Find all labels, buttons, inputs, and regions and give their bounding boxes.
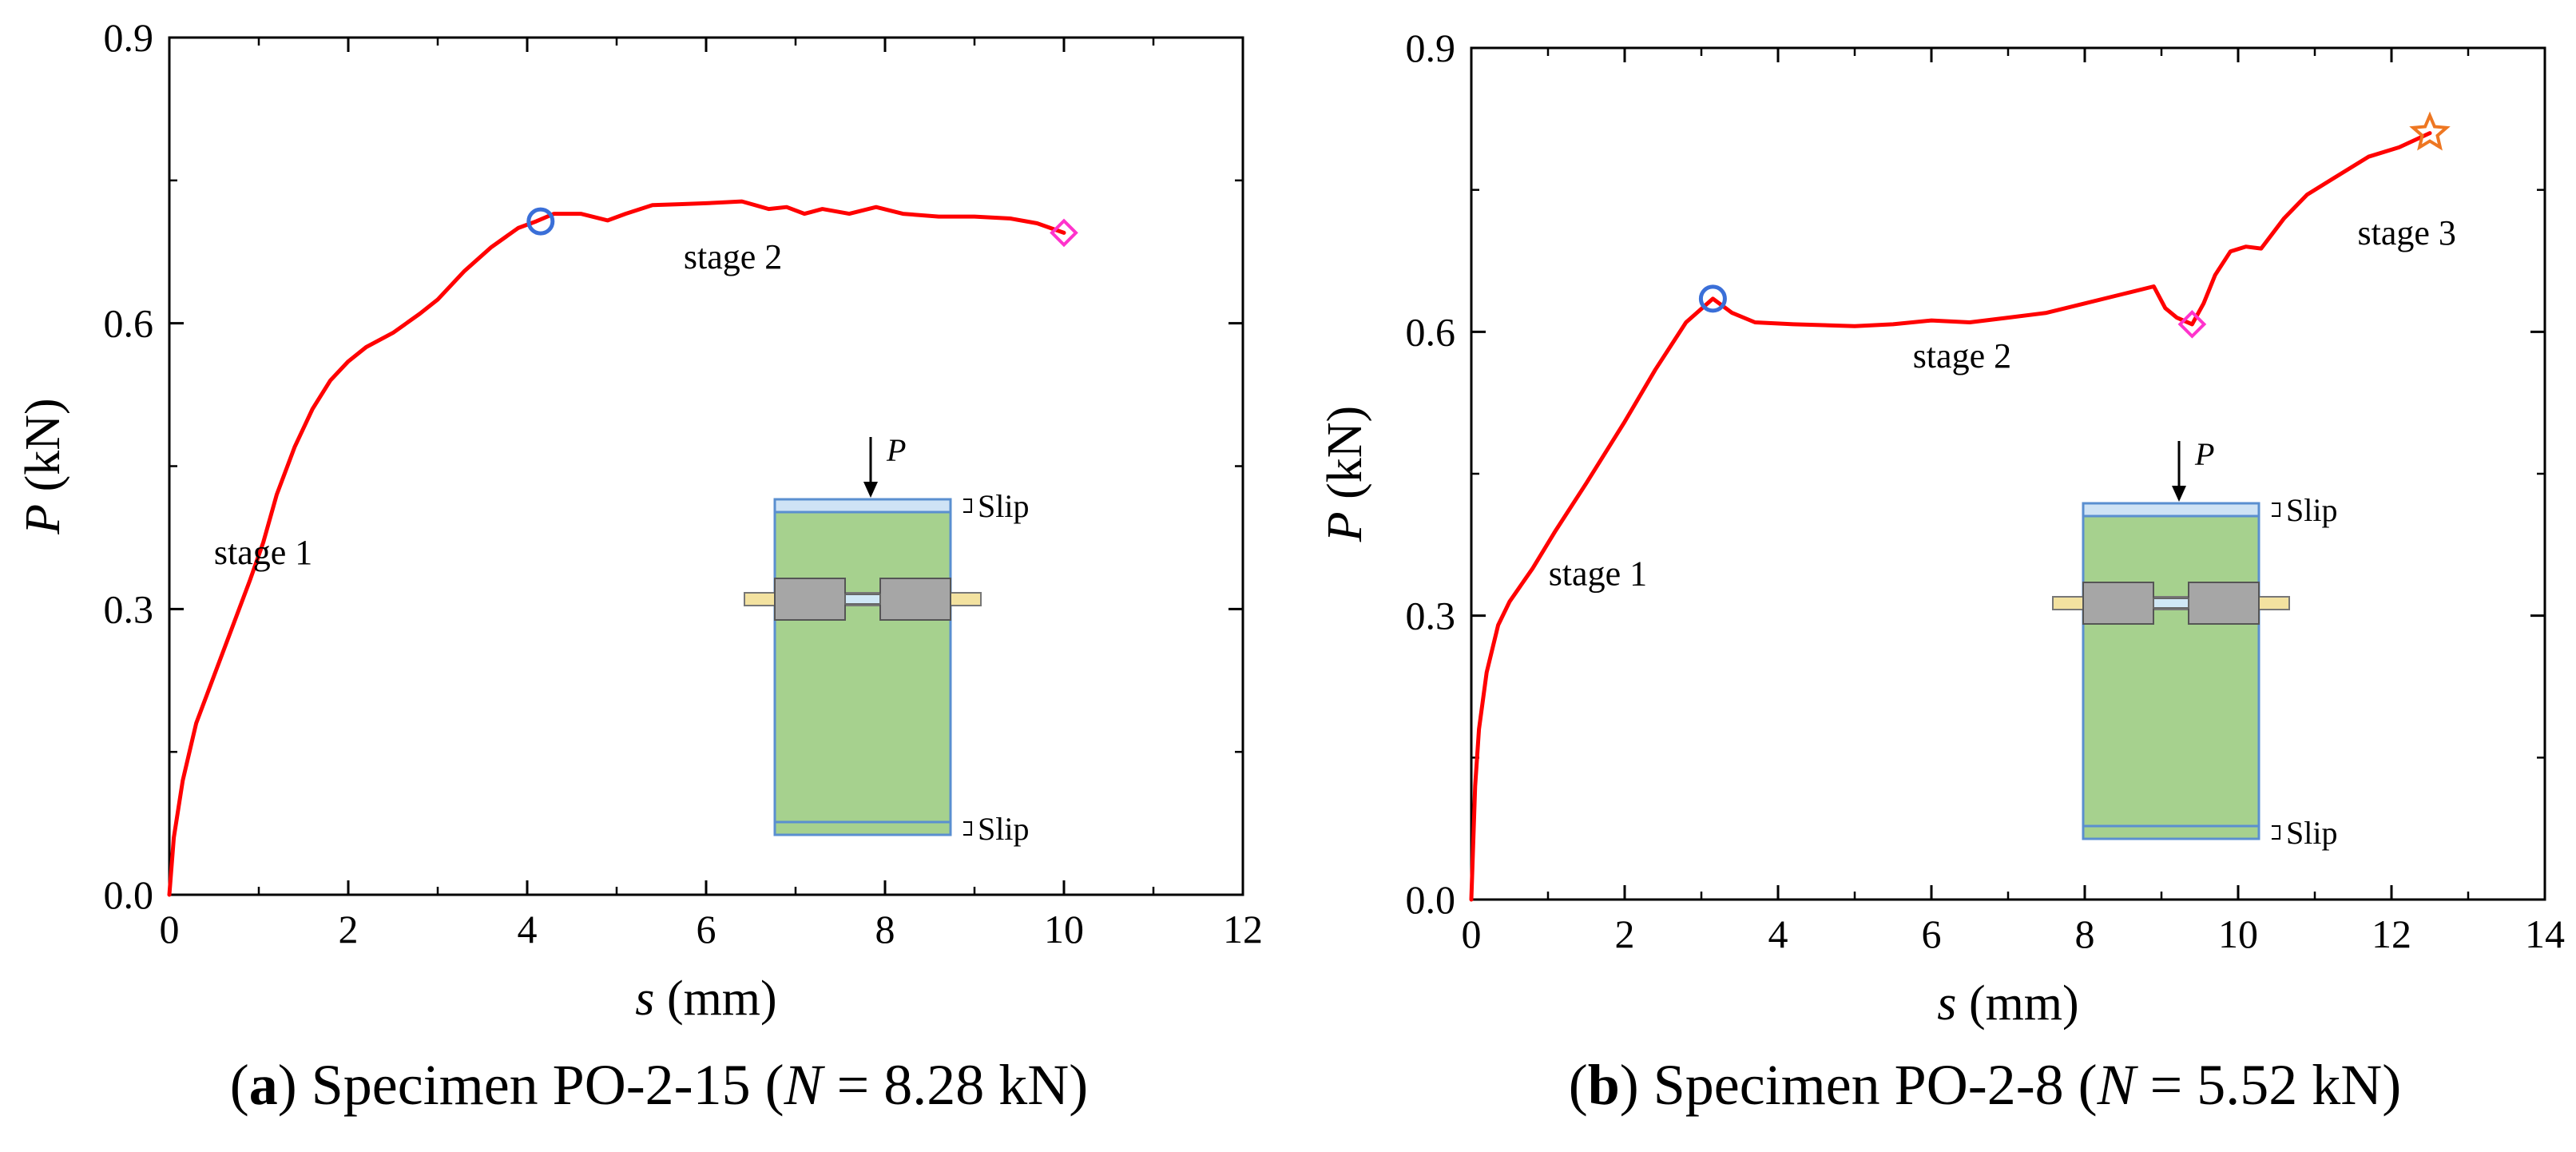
- load-arrowhead-icon: [2172, 486, 2186, 502]
- schematic-connector: [844, 594, 881, 605]
- slip-label-top: Slip: [2286, 492, 2337, 528]
- series-line: [167, 199, 1066, 897]
- x-tick-label: 6: [697, 907, 716, 951]
- schematic-top-plate: [773, 498, 952, 514]
- y-tick-label: 0.3: [104, 586, 154, 631]
- marker-circle: [1698, 284, 1727, 313]
- x-tick-label: 8: [875, 907, 895, 951]
- slip-bracket-icon: [2272, 503, 2280, 517]
- schematic-body: [773, 498, 952, 836]
- schematic-block-left: [2082, 582, 2154, 625]
- marker-star: [2409, 111, 2451, 151]
- panel-caption: (a) Specimen PO-2-15 (N = 8.28 kN): [230, 1053, 1088, 1117]
- x-tick-label: 12: [1223, 907, 1263, 951]
- stage-annotation: stage 3: [2357, 213, 2455, 252]
- x-axis-label: s (mm): [1937, 976, 2078, 1031]
- schematic-block-right: [2188, 582, 2260, 625]
- plot-frame: [1470, 46, 2546, 901]
- x-tick-label: 14: [2525, 912, 2565, 956]
- x-tick-label: 4: [518, 907, 538, 951]
- schematic-top-plate: [2082, 502, 2260, 518]
- slip-bracket-icon: [963, 499, 972, 513]
- stage-annotation: stage 1: [1549, 554, 1647, 593]
- y-tick-label: 0.9: [1406, 26, 1456, 70]
- marker-diamond: [1050, 218, 1078, 248]
- x-tick-label: 8: [2075, 912, 2095, 956]
- x-tick-label: 6: [1922, 912, 1942, 956]
- load-label: P: [886, 432, 906, 468]
- y-axis-label: P (kN): [16, 398, 70, 534]
- y-tick-label: 0.9: [104, 15, 154, 60]
- y-tick-label: 0.6: [104, 301, 154, 346]
- stage-annotation: stage 2: [1913, 336, 2011, 375]
- schematic-connector: [2153, 598, 2189, 609]
- y-tick-label: 0.0: [1406, 877, 1456, 922]
- x-tick-label: 2: [339, 907, 359, 951]
- schematic-bottom-plate: [2082, 824, 2260, 840]
- x-tick-label: 10: [2218, 912, 2258, 956]
- schematic-body: [2082, 502, 2260, 840]
- load-arrowhead-icon: [863, 482, 878, 498]
- chart-panel-a: 0 2 4 6 8 10 12 0.0 0.3 0.6 0.9 s (mm) P (kN) P Slip Sl…: [16, 15, 1263, 1117]
- stage-annotation: stage 1: [214, 533, 312, 572]
- slip-bracket-icon: [963, 821, 972, 836]
- x-axis-label: s (mm): [635, 971, 776, 1026]
- series-line: [1469, 131, 2432, 902]
- schematic-block-right: [879, 578, 951, 621]
- specimen-schematic: P Slip Slip: [2052, 436, 2337, 851]
- x-tick-label: 10: [1044, 907, 1084, 951]
- stage-annotation: stage 2: [684, 237, 782, 276]
- schematic-bottom-plate: [773, 820, 952, 836]
- x-tick-label: 12: [2372, 912, 2411, 956]
- slip-label-top: Slip: [978, 488, 1029, 524]
- x-tick-label: 2: [1615, 912, 1635, 956]
- y-axis-label: P (kN): [1318, 406, 1372, 542]
- load-label: P: [2194, 436, 2214, 472]
- y-tick-label: 0.0: [104, 872, 154, 917]
- marker-diamond: [2177, 310, 2207, 339]
- slip-bracket-icon: [2272, 825, 2280, 840]
- x-tick-label: 0: [1462, 912, 1482, 956]
- slip-label-bottom: Slip: [978, 811, 1029, 847]
- panel-caption: (b) Specimen PO-2-8 (N = 5.52 kN): [1569, 1053, 2402, 1117]
- marker-circle: [526, 207, 555, 236]
- schematic-block-left: [774, 578, 846, 621]
- specimen-schematic: P Slip Slip: [744, 432, 1029, 847]
- x-tick-label: 4: [1768, 912, 1788, 956]
- x-tick-label: 0: [160, 907, 180, 951]
- y-tick-label: 0.3: [1406, 594, 1456, 638]
- slip-label-bottom: Slip: [2286, 815, 2337, 851]
- y-tick-label: 0.6: [1406, 309, 1456, 354]
- plot-frame: [168, 36, 1244, 896]
- chart-panel-b: 0 2 4 6 8 10 12 14 0.0 0.3 0.6 0.9 s (mm) P (kN) P Slip…: [1318, 26, 2565, 1117]
